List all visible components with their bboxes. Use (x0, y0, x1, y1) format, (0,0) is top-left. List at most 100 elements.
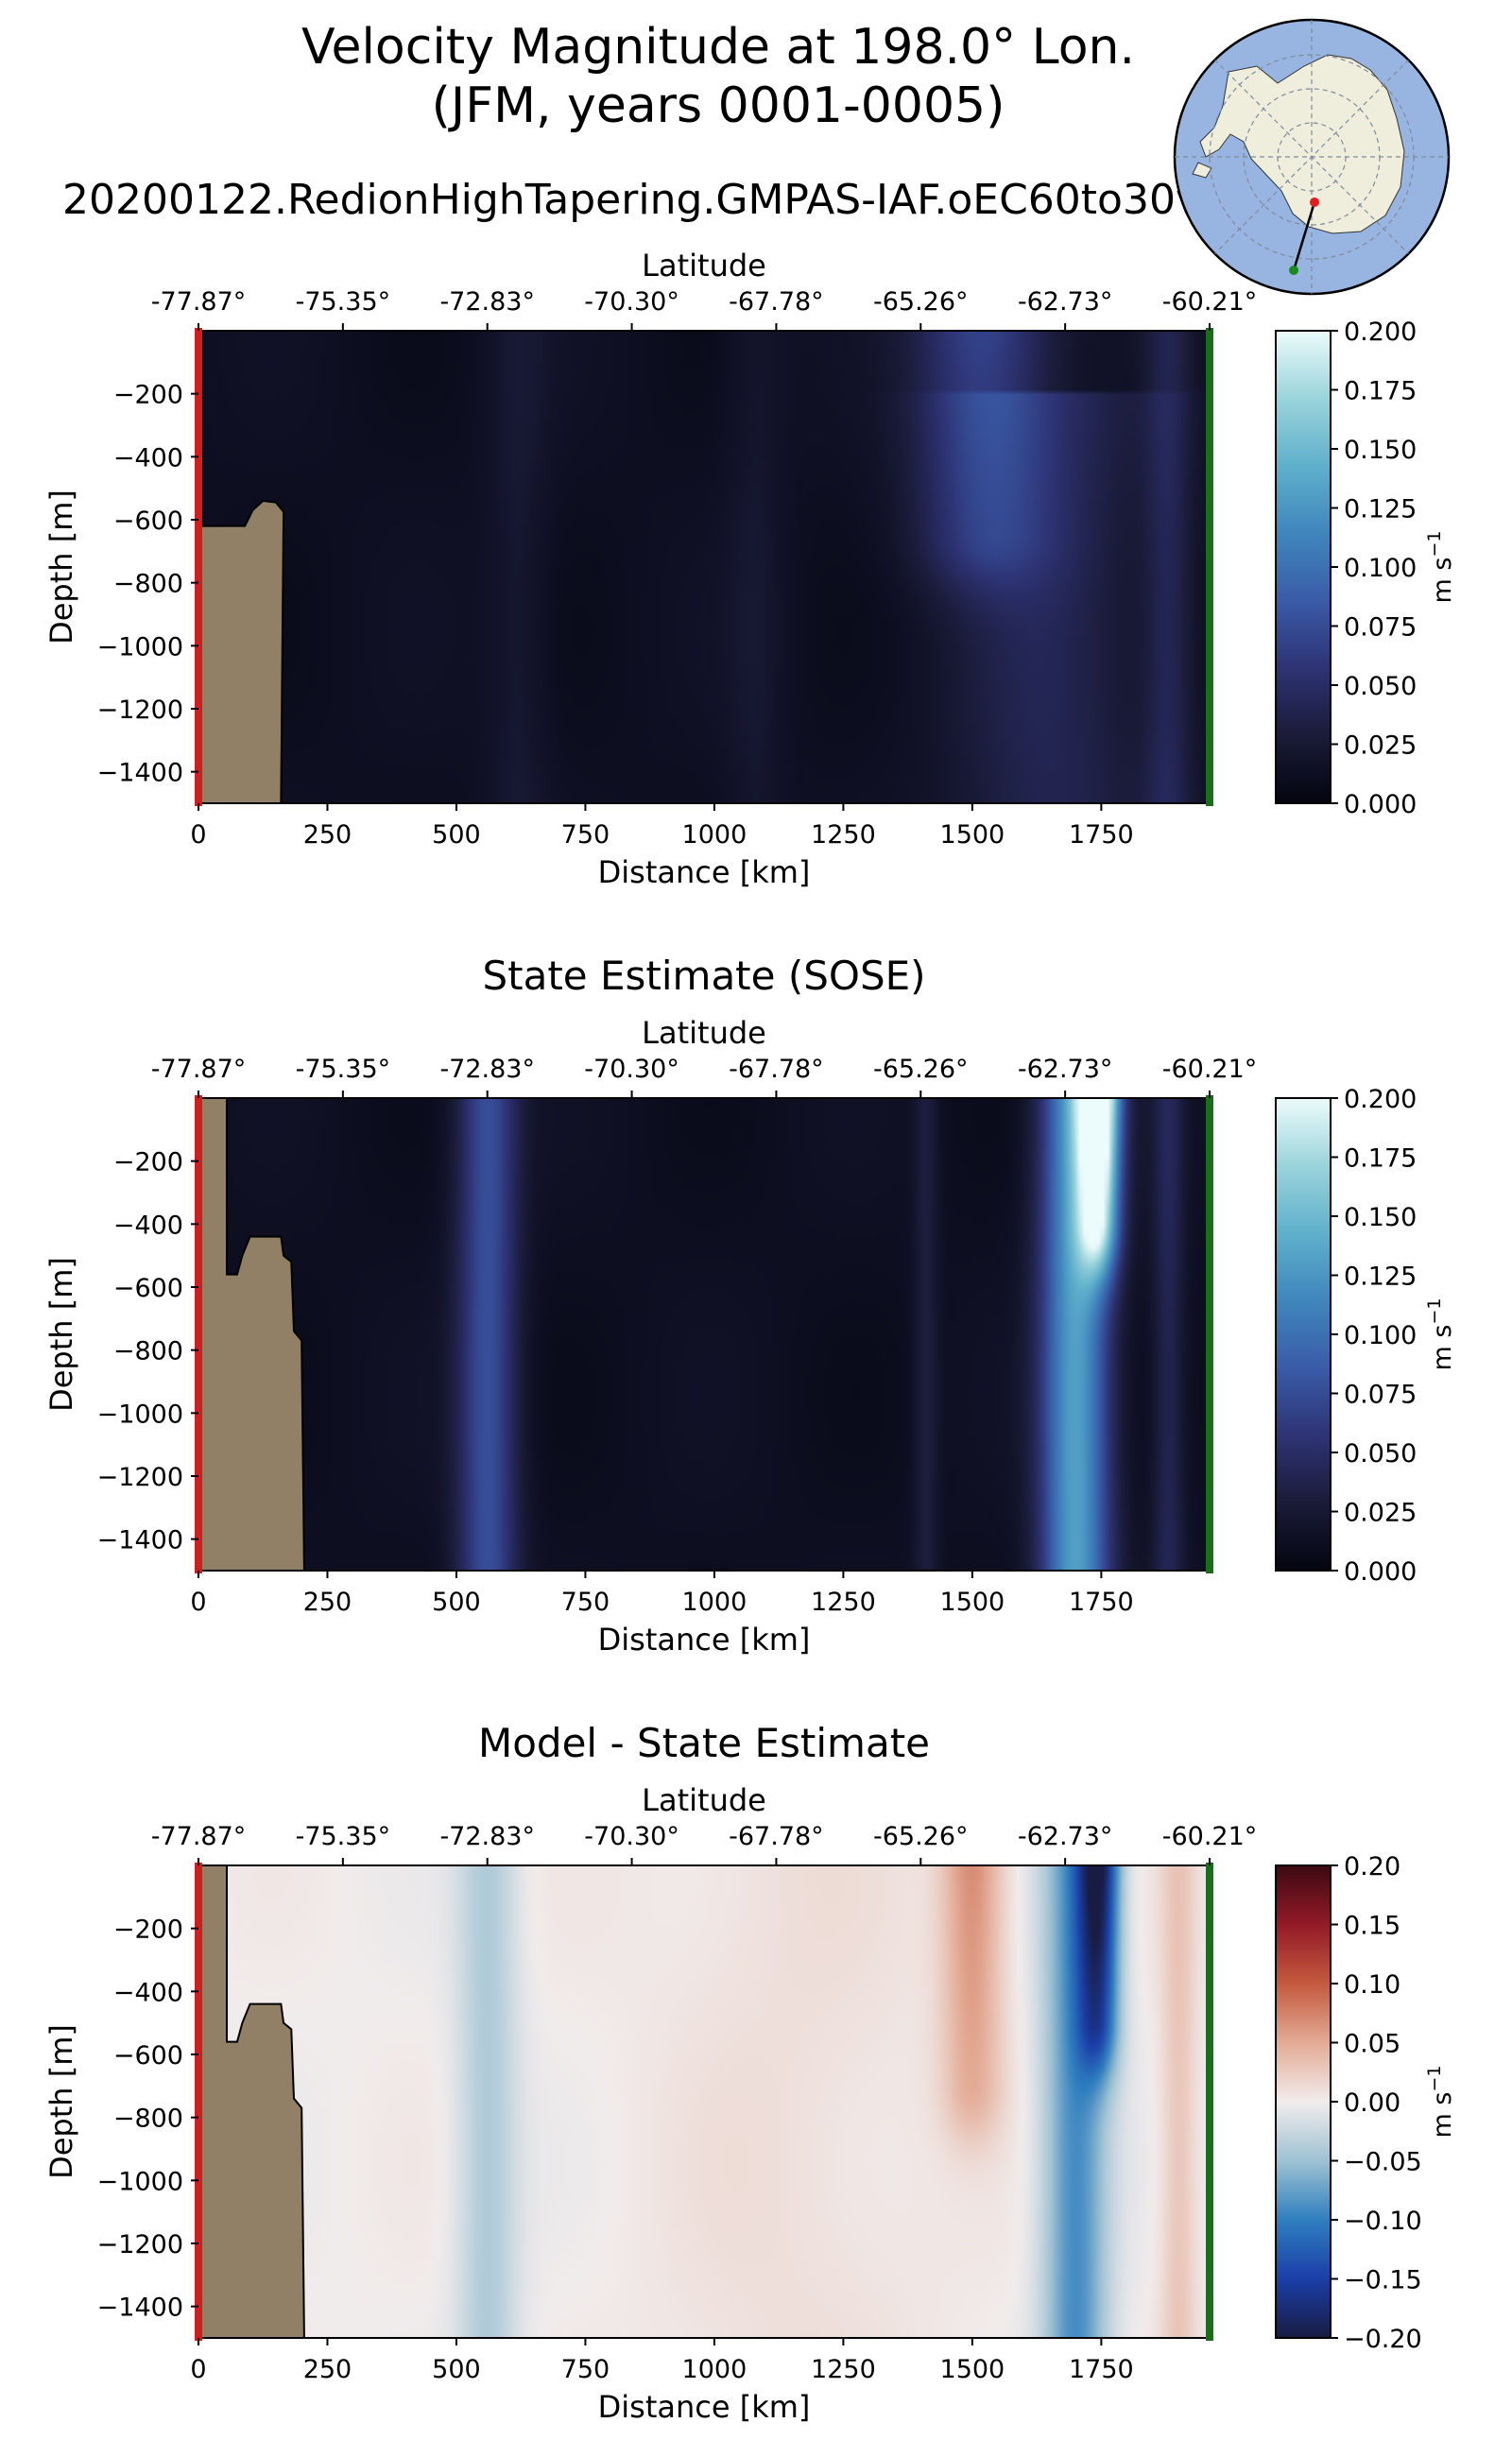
y-tick-label: −600 (113, 2041, 183, 2070)
lat-tick-label: -70.30° (584, 287, 679, 317)
x-tick-label: 500 (432, 2355, 481, 2384)
colorbar-unit-label: m s−1 (1424, 2066, 1457, 2139)
heatmap-field (198, 1865, 1210, 2338)
start-marker (195, 1863, 202, 2341)
panel-title: State Estimate (SOSE) (482, 953, 925, 999)
y-tick-label: −600 (113, 507, 183, 536)
y-tick-label: −1200 (97, 696, 183, 725)
y-tick-label: −800 (113, 2105, 183, 2134)
colorbar-unit: m s (1428, 1325, 1457, 1371)
x-tick-label: 1500 (940, 1588, 1005, 1617)
x-tick-label: 0 (190, 1588, 206, 1617)
colorbar-unit-exponent: −1 (1424, 531, 1445, 558)
y-tick-label: −1400 (97, 1526, 183, 1555)
lat-tick-label: -75.35° (296, 1822, 391, 1851)
bathymetry-land (198, 499, 285, 804)
x-tick-label: 1500 (940, 820, 1005, 850)
chart-panel-1: 0 250 500 750 1000 1250 1500 1750 Distance [km] −… (43, 248, 1457, 890)
y-tick-label: −400 (113, 1211, 183, 1240)
lat-tick-label: -65.26° (873, 287, 969, 317)
x-tick-label: 1750 (1069, 2355, 1134, 2384)
lat-tick-label: -65.26° (873, 1822, 969, 1851)
x-tick-label: 1000 (682, 2355, 747, 2384)
colorbar-tick-label: −0.05 (1344, 2148, 1422, 2177)
colorbar-tick-label: 0.125 (1344, 495, 1417, 524)
x-tick-label: 1250 (811, 1588, 876, 1617)
colorbar (1275, 330, 1332, 804)
start-marker (195, 1095, 202, 1573)
x-tick-label: 500 (432, 820, 481, 850)
y-tick-label: −1000 (97, 2167, 183, 2196)
x-tick-label: 750 (561, 820, 610, 850)
y-axis-label: Depth [m] (43, 2024, 79, 2179)
colorbar-tick-label: 0.075 (1344, 1381, 1417, 1410)
y-tick-label: −1400 (97, 2294, 183, 2323)
lat-tick-label: -62.73° (1018, 287, 1113, 317)
lat-tick-label: -67.78° (729, 1822, 824, 1851)
x-tick-label: 0 (190, 820, 206, 850)
colorbar-tick-label: 0.025 (1344, 731, 1417, 761)
x-axis-label: Distance [km] (598, 2389, 811, 2425)
x-tick-label: 1250 (811, 2355, 876, 2384)
colorbar-tick-label: −0.15 (1344, 2266, 1422, 2295)
colorbar-unit-label: m s−1 (1424, 531, 1457, 604)
page-title-line2: (JFM, years 0001-0005) (431, 77, 1005, 134)
y-tick-label: −200 (113, 1916, 183, 1945)
chart-panel-3: Model - State Estimate 0 250 500 750 1000 1250… (43, 1720, 1457, 2425)
y-tick-label: −1400 (97, 759, 183, 788)
colorbar-tick-label: 0.100 (1344, 1321, 1417, 1350)
end-marker (1206, 1863, 1213, 2341)
top-axis-label: Latitude (642, 248, 766, 284)
colorbar-tick-label: 0.075 (1344, 613, 1417, 643)
colorbar-tick-label: 0.20 (1344, 1852, 1400, 1881)
y-tick-label: −1200 (97, 2230, 183, 2259)
colorbar-unit-exponent: −1 (1424, 1298, 1445, 1325)
x-axis-label: Distance [km] (598, 1622, 811, 1658)
lat-tick-label: -62.73° (1018, 1055, 1113, 1084)
colorbar-tick-label: 0.050 (1344, 672, 1417, 701)
lat-tick-label: -60.21° (1162, 1055, 1258, 1084)
transect-end-dot (1289, 266, 1298, 275)
y-tick-label: −1000 (97, 1400, 183, 1429)
lat-tick-label: -67.78° (729, 1055, 824, 1084)
lat-tick-label: -77.87° (151, 1055, 247, 1084)
colorbar-tick-label: 0.125 (1344, 1263, 1417, 1292)
top-axis-label: Latitude (642, 1015, 766, 1051)
x-tick-label: 1000 (682, 1588, 747, 1617)
lat-tick-label: -72.83° (439, 287, 535, 317)
x-tick-label: 1000 (682, 820, 747, 850)
colorbar-unit: m s (1428, 2092, 1457, 2139)
y-axis-label: Depth [m] (43, 1257, 79, 1412)
lat-tick-label: -77.87° (151, 287, 247, 317)
lat-tick-label: -75.35° (296, 1055, 391, 1084)
y-tick-label: −800 (113, 1337, 183, 1366)
y-tick-label: −400 (113, 1978, 183, 2007)
heatmap-field (198, 331, 1210, 803)
transect-line (1292, 201, 1316, 271)
x-tick-label: 1750 (1069, 1588, 1134, 1617)
transect-start-dot (1310, 198, 1319, 207)
bathymetry-land (198, 1864, 305, 2339)
colorbar-unit: m s (1428, 558, 1457, 604)
end-marker (1206, 1095, 1213, 1573)
lat-tick-label: -60.21° (1162, 1822, 1258, 1851)
lat-tick-label: -65.26° (873, 1055, 969, 1084)
y-tick-label: −800 (113, 570, 183, 599)
x-tick-label: 250 (303, 2355, 352, 2384)
page-title-line1: Velocity Magnitude at 198.0° Lon. (301, 19, 1136, 76)
colorbar-tick-label: 0.000 (1344, 790, 1417, 819)
colorbar-tick-label: 0.000 (1344, 1557, 1417, 1587)
colorbar-tick-label: 0.05 (1344, 2030, 1400, 2059)
lat-tick-label: -67.78° (729, 287, 824, 317)
lat-tick-label: -70.30° (584, 1055, 679, 1084)
colorbar-tick-label: 0.025 (1344, 1499, 1417, 1528)
y-tick-label: −200 (113, 381, 183, 410)
colorbar-tick-label: 0.200 (1344, 318, 1417, 347)
lat-tick-label: -75.35° (296, 287, 391, 317)
panel-title: Model - State Estimate (478, 1720, 930, 1766)
lat-tick-label: -72.83° (439, 1055, 535, 1084)
colorbar-tick-label: 0.050 (1344, 1439, 1417, 1469)
lat-tick-label: -60.21° (1162, 287, 1258, 317)
